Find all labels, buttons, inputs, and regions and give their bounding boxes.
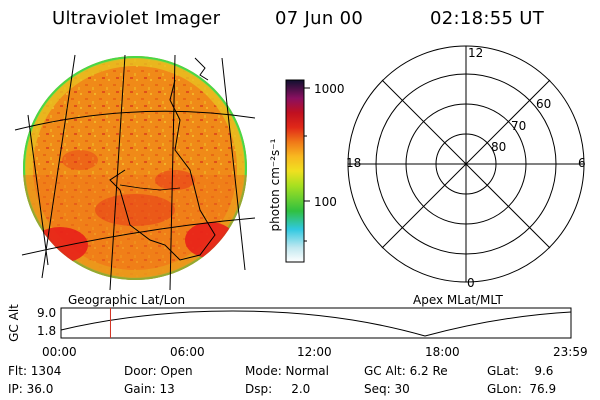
ip-value: IP: 36.0 [8,382,54,396]
mlt-label-0: 0 [467,276,475,290]
altitude-axis-label: GC Alt [7,304,21,342]
mlt-label-18: 18 [346,156,362,170]
polar-mlat-mlt-plot [347,45,585,283]
red-emission-patch [95,194,175,226]
time-tick: 00:00 [42,345,77,359]
dsp-value: Dsp: 2.0 [245,382,311,396]
colorbar-tick-100: 100 [314,195,337,209]
sequence-number: Seq: 30 [364,382,410,396]
time-tick: 12:00 [297,345,332,359]
time-tick: 18:00 [425,345,460,359]
mlt-label-6: 6 [578,156,586,170]
door-status: Door: Open [124,364,193,378]
red-emission-patch [155,170,195,190]
time-tick: 06:00 [170,345,205,359]
mlat-label-70: 70 [511,119,527,133]
red-emission-patch [32,227,88,263]
mlt-label-12: 12 [468,46,484,60]
mlat-label-80: 80 [491,140,507,154]
colorbar [285,79,310,263]
altitude-tick-low: 1.8 [37,324,57,338]
colorbar-tick-1000: 1000 [314,82,345,96]
uv-auroral-image [14,54,256,290]
geographic-grid-label: Geographic Lat/Lon [68,293,186,307]
mlt-meridian [381,79,551,249]
red-emission-patch [62,150,98,170]
gc-altitude: GC Alt: 6.2 Re [364,364,448,378]
geographic-latitude: GLat: 9.6 [487,364,554,378]
mlat-label-60: 60 [536,97,552,111]
altitude-plot-frame [60,307,572,339]
gain-value: Gain: 13 [124,382,175,396]
app-title: Ultraviolet Imager [52,8,221,29]
colorbar-gradient [285,79,305,263]
coastline [109,79,216,261]
limb-yellow-band [25,58,245,278]
altitude-curve [60,310,572,337]
date-label: 07 Jun 00 [275,8,364,29]
altitude-tick-high: 9.0 [37,306,57,320]
flight-number: Flt: 1304 [8,364,62,378]
geographic-grid [14,54,256,290]
coastline [119,184,181,191]
mode-value: Mode: Normal [245,364,329,378]
apex-grid-label: Apex MLat/MLT [413,293,503,307]
time-label: 02:18:55 UT [430,8,545,29]
geographic-longitude: GLon: 76.9 [487,382,557,396]
coastline [194,57,209,81]
altitude-plot [60,307,572,339]
time-tick: 23:59 [553,345,588,359]
colorbar-unit-label: photon cm⁻²s⁻¹ [268,138,282,232]
